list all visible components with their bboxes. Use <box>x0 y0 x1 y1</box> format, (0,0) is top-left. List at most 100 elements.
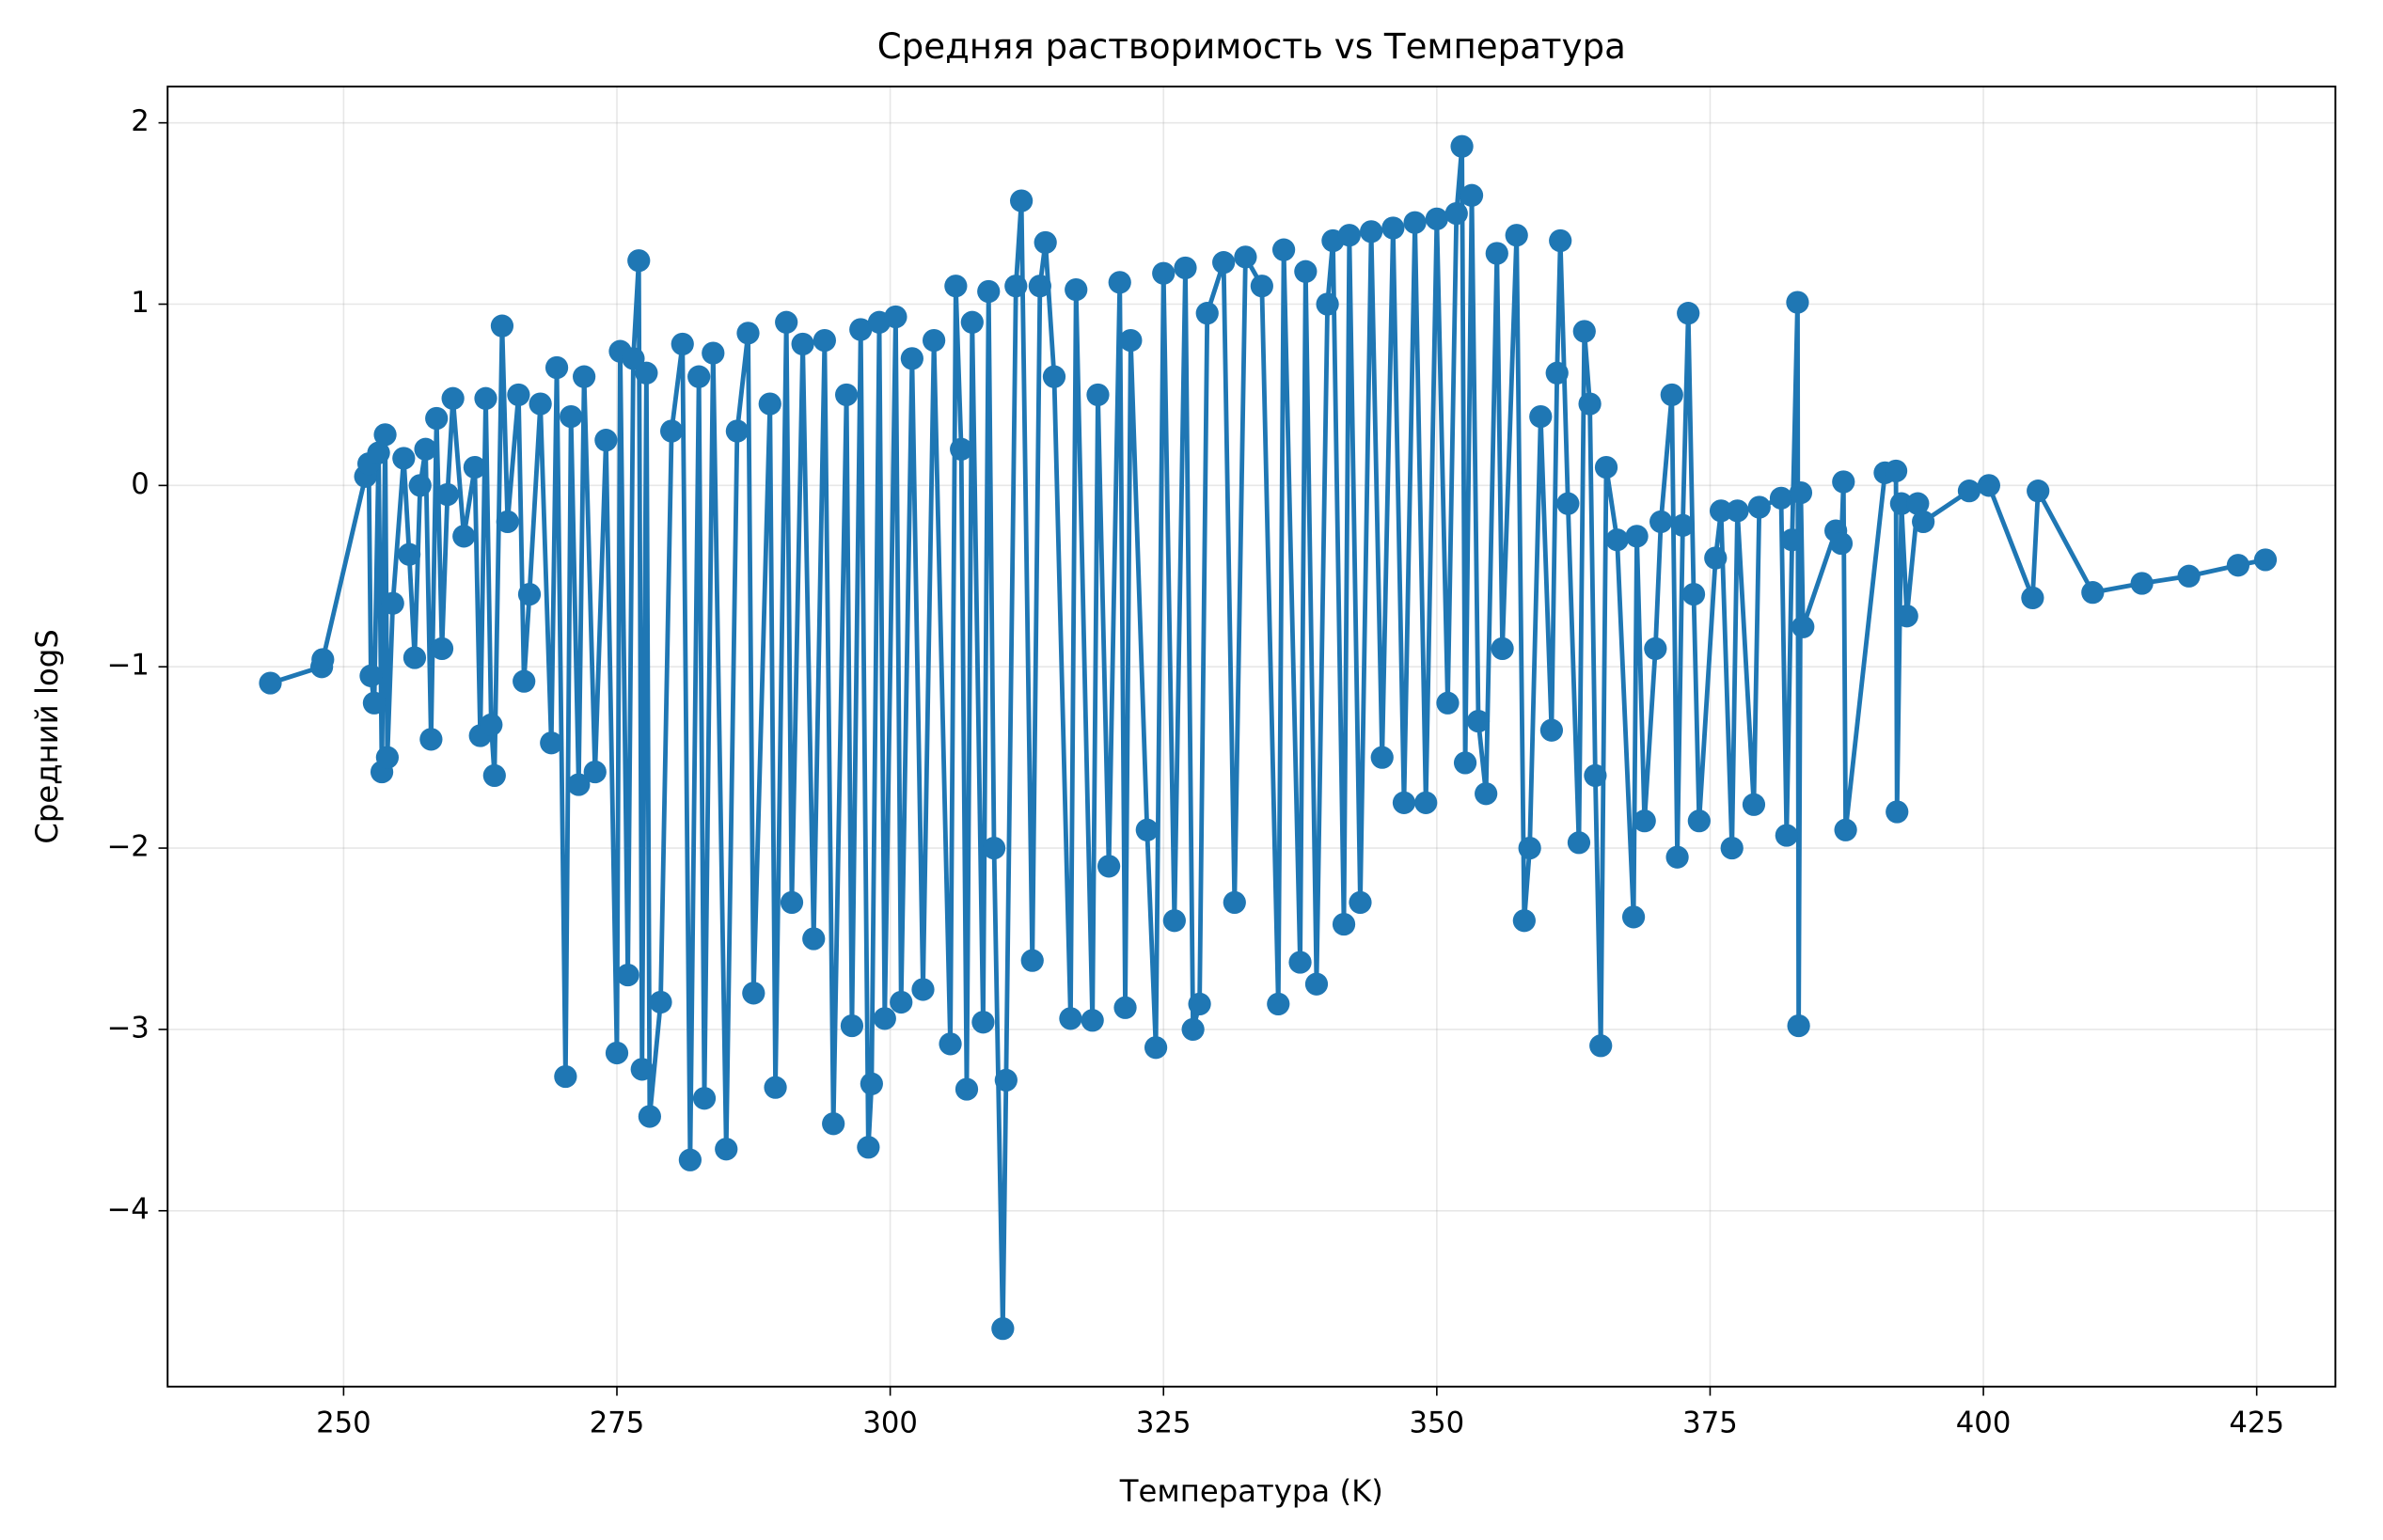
data-point <box>408 474 432 497</box>
x-tick-label: 400 <box>1956 1407 2012 1440</box>
data-point <box>1681 582 1706 606</box>
data-point <box>441 386 465 410</box>
data-point <box>1884 459 1908 483</box>
data-point <box>367 441 390 464</box>
data-point <box>1491 636 1514 661</box>
x-tick-label: 250 <box>316 1407 371 1440</box>
chart-title: Средняя растворимость vs Температура <box>877 26 1626 67</box>
x-axis-label: Температура (K) <box>1119 1473 1383 1509</box>
data-point <box>1466 709 1491 733</box>
data-point <box>1304 972 1329 996</box>
data-point <box>1726 499 1749 523</box>
data-point <box>1162 909 1186 933</box>
data-point <box>1704 546 1728 570</box>
data-point <box>758 392 781 416</box>
data-point <box>791 332 814 356</box>
data-point <box>911 978 935 1001</box>
data-point <box>1403 211 1427 234</box>
x-tick-label: 425 <box>2229 1407 2284 1440</box>
data-point <box>1957 479 1981 503</box>
data-point <box>1977 474 2001 497</box>
data-point <box>1065 277 1088 302</box>
data-point <box>1460 183 1484 207</box>
data-point <box>2177 564 2201 588</box>
data-point <box>1584 763 1607 788</box>
data-point <box>702 341 725 365</box>
y-tick-label: −1 <box>107 650 150 683</box>
x-tick-label: 275 <box>590 1407 645 1440</box>
y-tick-label: 1 <box>131 287 150 320</box>
data-point <box>991 1317 1015 1341</box>
data-point <box>1453 751 1477 775</box>
data-point <box>1895 605 1918 628</box>
data-point <box>480 713 503 737</box>
data-point <box>616 963 639 987</box>
data-point <box>373 423 397 447</box>
data-point <box>1034 230 1057 255</box>
data-point <box>1086 383 1110 407</box>
data-point <box>529 392 552 416</box>
data-point <box>1621 905 1646 929</box>
data-point <box>922 328 946 353</box>
data-point <box>1780 528 1804 552</box>
data-point <box>1425 207 1448 230</box>
data-point <box>736 322 760 345</box>
data-point <box>835 383 859 407</box>
data-point <box>1671 513 1695 537</box>
data-point <box>1152 261 1176 285</box>
data-point <box>764 1076 787 1099</box>
data-point <box>463 455 486 479</box>
data-point <box>1042 365 1066 388</box>
data-point <box>1337 224 1361 247</box>
data-point <box>1912 510 1935 534</box>
data-point <box>1174 256 1197 280</box>
data-point <box>392 447 416 470</box>
data-point <box>567 773 591 796</box>
data-point <box>900 347 923 370</box>
data-point <box>2027 479 2050 503</box>
data-point <box>1633 809 1656 833</box>
data-point <box>1834 818 1857 841</box>
data-point <box>1747 495 1771 519</box>
data-point <box>1529 404 1553 429</box>
data-point <box>1775 824 1798 847</box>
data-point <box>540 731 563 755</box>
y-axis-label: Средний logS <box>29 629 65 843</box>
data-point <box>715 1138 738 1161</box>
data-point <box>1789 480 1813 505</box>
data-point <box>1567 831 1591 855</box>
data-point <box>474 386 497 410</box>
data-point <box>1605 528 1629 552</box>
data-point <box>554 1064 577 1089</box>
data-point <box>884 305 907 329</box>
data-point <box>1485 242 1508 265</box>
data-point <box>507 383 530 407</box>
data-point <box>635 361 658 385</box>
data-point <box>1518 836 1541 860</box>
data-point <box>671 332 694 356</box>
data-point <box>955 1077 979 1101</box>
data-point <box>1742 793 1766 816</box>
data-point <box>1009 189 1034 212</box>
data-point <box>775 310 798 334</box>
plot-area <box>259 134 2278 1341</box>
y-tick-label: 2 <box>131 105 150 138</box>
data-point <box>660 419 684 443</box>
data-point <box>1505 224 1528 247</box>
data-point <box>692 1087 717 1110</box>
x-tick-label: 300 <box>862 1407 918 1440</box>
data-point <box>544 355 569 380</box>
data-point <box>1625 525 1649 548</box>
data-point <box>638 1105 661 1128</box>
data-point <box>1108 271 1131 294</box>
data-point <box>1886 800 1909 824</box>
data-point <box>594 429 618 452</box>
data-point <box>311 648 335 671</box>
data-point <box>1004 275 1028 298</box>
data-point <box>1288 951 1312 974</box>
data-point <box>971 1011 995 1034</box>
data-point <box>2253 548 2278 572</box>
x-tick-label: 375 <box>1682 1407 1738 1440</box>
data-point <box>950 437 973 461</box>
data-point <box>517 582 542 606</box>
